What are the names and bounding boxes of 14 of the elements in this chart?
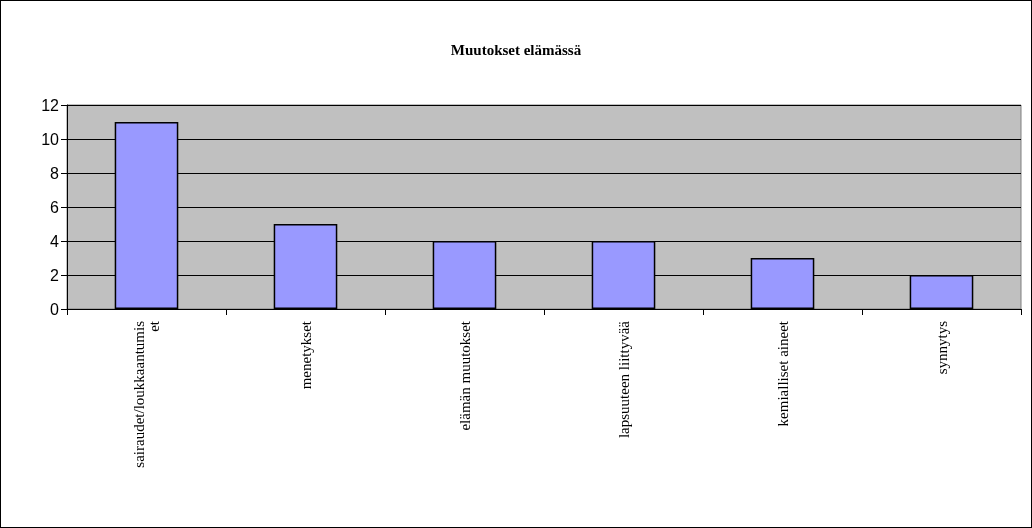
y-tick-label: 10 bbox=[41, 130, 60, 148]
x-tick-label: lapsuuteen liittyvää bbox=[615, 320, 632, 439]
x-tick-label: synnytys bbox=[933, 320, 950, 375]
y-tick-label: 4 bbox=[50, 232, 60, 250]
x-tick-label: kemialliset aineet bbox=[774, 320, 791, 427]
x-tick-label: elämän muutokset bbox=[456, 320, 473, 431]
x-tick-label: menetykset bbox=[297, 320, 314, 390]
y-tick-label: 2 bbox=[50, 266, 60, 284]
y-tick-label: 0 bbox=[50, 300, 60, 318]
y-tick-label: 6 bbox=[50, 198, 60, 216]
x-tick-label: sairaudet/loukkaantumiset bbox=[131, 320, 162, 468]
chart-title: Muutokset elämässä bbox=[450, 41, 582, 58]
y-tick-label: 8 bbox=[50, 164, 60, 182]
y-tick-label: 12 bbox=[41, 96, 60, 114]
